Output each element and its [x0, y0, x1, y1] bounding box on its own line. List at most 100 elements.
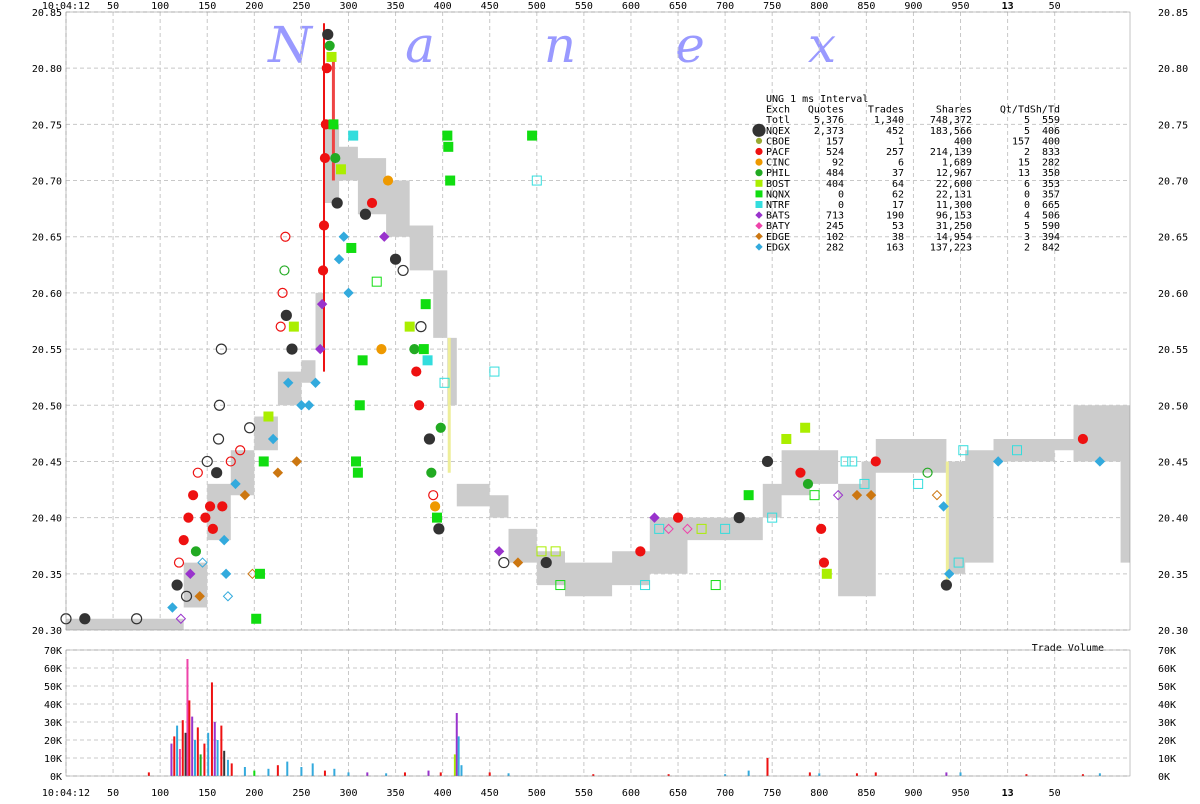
data-point-phil [324, 40, 335, 51]
legend-cell-exch: CBOE [766, 136, 790, 147]
data-point-phil [802, 478, 814, 490]
data-point-nqex [322, 28, 334, 41]
price-y-tick-label: 20.75 [1158, 120, 1188, 131]
price-y-tick-label: 20.30 [32, 626, 62, 637]
legend-cell-quotes: 157 [826, 136, 844, 147]
legend-cell-sh-td: 406 [1042, 126, 1060, 137]
data-point-phil [279, 265, 290, 276]
data-point-phil [330, 152, 341, 164]
watermark-letter: n [544, 16, 576, 74]
volume-bar [323, 770, 326, 776]
legend-cell-qt-td: 4 [1024, 211, 1030, 222]
data-point-pacf [816, 523, 827, 534]
x-tick-label: 500 [528, 788, 546, 799]
volume-y-tick-label: 0K [50, 772, 62, 783]
volume-y-tick-label: 30K [1158, 718, 1176, 729]
data-point-pacf [225, 456, 236, 467]
price-y-tick-label: 20.65 [1158, 233, 1188, 244]
x-tick-label: 450 [481, 1, 499, 12]
volume-bar [427, 770, 430, 776]
legend-cell-quotes: 2,373 [814, 126, 844, 137]
data-point-pacf [207, 523, 218, 534]
legend-cell-trades: 163 [886, 242, 904, 253]
legend-cell-sh-td: 394 [1042, 232, 1060, 243]
data-point-ntrf [953, 557, 964, 568]
data-point-nqex [213, 399, 226, 411]
x-tick-label: 750 [763, 788, 781, 799]
legend-marker-cinc [755, 158, 763, 166]
data-point-ntrf [348, 130, 359, 141]
data-point-nqex [201, 455, 213, 468]
data-point-edgx [992, 456, 1004, 467]
data-point-baty [663, 523, 674, 535]
data-point-bost [288, 321, 299, 332]
data-point-ntrf [489, 366, 500, 377]
data-point-nqex [79, 613, 91, 625]
x-tick-label: 800 [810, 1, 828, 12]
legend-cell-qt-td: 5 [1024, 126, 1030, 137]
x-tick-label: 600 [622, 788, 640, 799]
legend-cell-qt-td: 2 [1024, 242, 1030, 253]
data-point-bost [696, 523, 707, 534]
legend-cell-exch: NQNX [766, 189, 790, 200]
data-point-bats [379, 231, 390, 242]
legend-cell-quotes: 92 [832, 158, 844, 169]
data-point-ntrf [720, 523, 731, 534]
legend-cell-sh-td: 357 [1042, 189, 1060, 200]
legend-cell-trades: 1 [898, 136, 904, 147]
volume-y-tick-label: 70K [1158, 646, 1176, 657]
volume-bar [181, 720, 184, 776]
legend-cell-sh-td: 665 [1042, 200, 1060, 211]
data-point-ntrf [1012, 445, 1023, 456]
x-tick-label: 700 [716, 1, 734, 12]
volume-bar [455, 713, 458, 776]
legend-cell-exch: BATY [766, 221, 790, 232]
data-point-edgx [222, 591, 234, 602]
x-tick-label: 550 [575, 1, 593, 12]
legend-cell-sh-td: 282 [1042, 158, 1060, 169]
legend-cell-qt-td: 2 [1024, 147, 1030, 158]
x-tick-label: 650 [669, 788, 687, 799]
data-point-bost [536, 546, 547, 557]
legend-cell-quotes: 484 [826, 168, 844, 179]
volume-panel-title: Trade Volume [1032, 643, 1104, 654]
data-point-ntrf [439, 377, 450, 388]
data-point-nqnx [346, 242, 357, 253]
price-y-tick-label: 20.65 [32, 233, 62, 244]
data-point-nqnx [371, 276, 382, 287]
data-point-ntrf [840, 456, 851, 467]
data-point-ntrf [640, 580, 651, 591]
data-point-edge [512, 557, 524, 568]
data-point-pacf [217, 501, 228, 512]
volume-bar [366, 772, 369, 776]
legend-cell-exch: NQEX [766, 126, 790, 137]
price-y-tick-label: 20.50 [32, 401, 62, 412]
x-tick-label: 600 [622, 1, 640, 12]
volume-bar [173, 736, 176, 776]
legend-marker-baty [755, 221, 763, 230]
volume-bar [403, 772, 406, 776]
legend-marker-edgx [755, 243, 763, 251]
legend-cell-shares: 22,600 [936, 179, 972, 190]
x-tick-label: 250 [292, 788, 310, 799]
data-point-nqex [433, 523, 445, 535]
data-point-pacf [183, 512, 194, 523]
price-y-tick-label: 20.75 [32, 120, 62, 131]
data-point-phil [426, 467, 437, 478]
legend-cell-qt-td: 6 [1024, 179, 1030, 190]
data-point-nqex [331, 197, 343, 209]
data-point-bost [404, 321, 415, 332]
nbbo-band-area [66, 124, 1130, 631]
data-point-bats [316, 298, 328, 310]
volume-bar [267, 768, 270, 776]
volume-bar [747, 770, 750, 776]
data-point-edge [239, 489, 251, 501]
legend-cell-shares: 214,139 [930, 147, 972, 158]
legend-cell-qt-td: 13 [1018, 168, 1030, 179]
legend-cell-shares: 96,153 [936, 211, 972, 222]
x-tick-label: 300 [339, 788, 357, 799]
data-point-bats [175, 613, 187, 624]
legend-cell-quotes: 713 [826, 211, 844, 222]
data-point-nqex [397, 264, 409, 277]
